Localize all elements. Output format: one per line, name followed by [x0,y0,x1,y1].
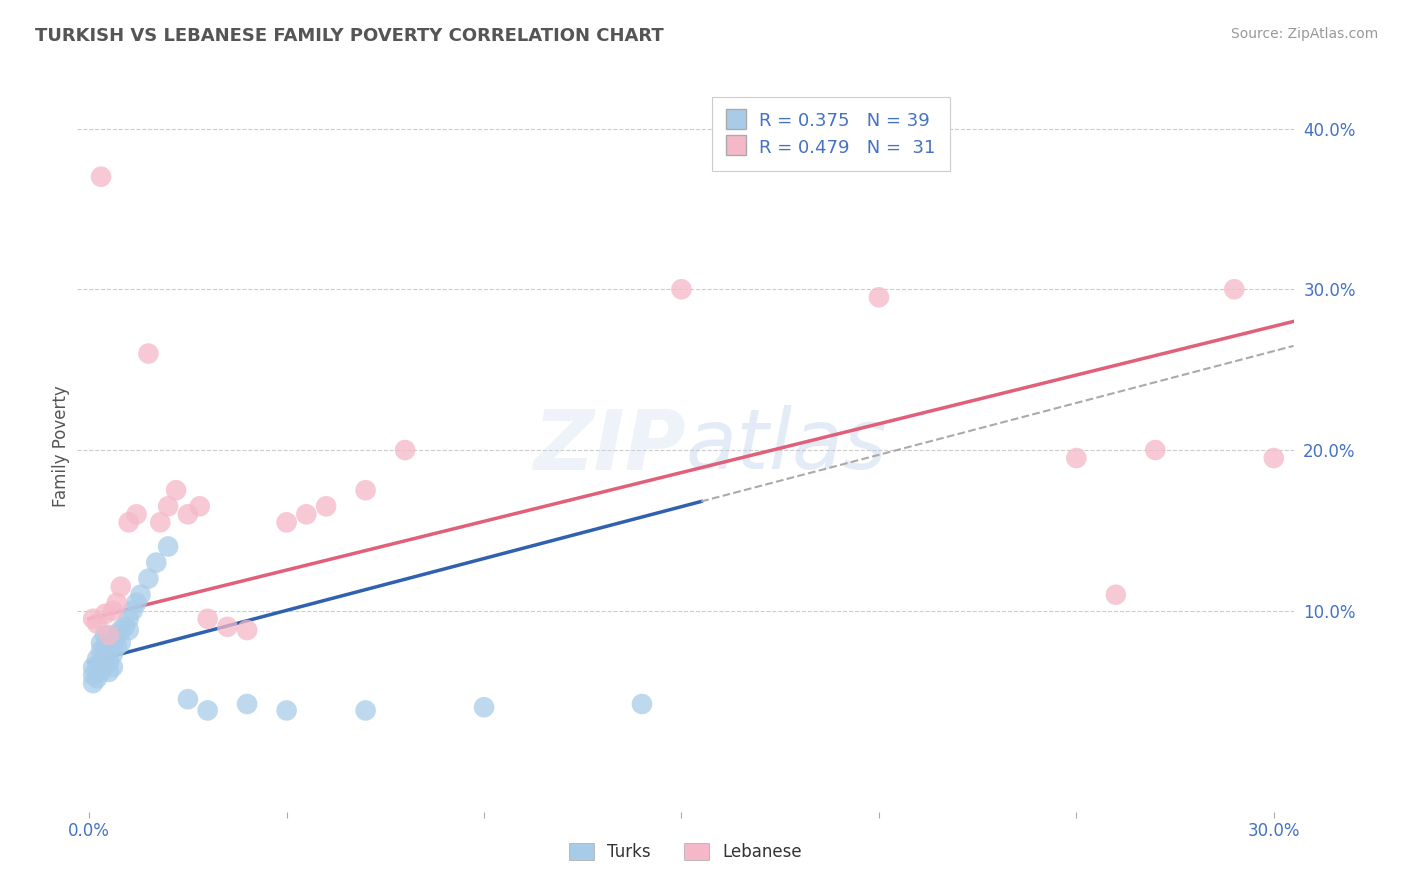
Point [101,647,124,661]
Point [236,697,259,711]
Point [82,612,104,626]
Point [105,628,128,642]
Point [217,620,239,634]
Text: atlas: atlas [686,406,887,486]
Point [101,604,124,618]
Point [1263,451,1285,466]
Point [94,607,117,621]
Point [86,616,108,631]
Point [90,636,112,650]
Point [94,628,117,642]
Point [118,612,141,626]
Point [90,655,112,669]
Point [165,483,187,498]
Point [94,639,117,653]
Point [276,516,298,530]
Point [110,636,132,650]
Point [1105,588,1128,602]
Point [354,703,377,717]
Point [177,692,200,706]
Point [177,508,200,522]
Point [82,676,104,690]
Point [118,516,141,530]
Point [671,282,693,296]
Point [145,556,167,570]
Point [276,703,298,717]
Point [1066,451,1088,466]
Point [110,623,132,637]
Point [197,612,219,626]
Point [354,483,377,498]
Y-axis label: Family Poverty: Family Poverty [52,385,70,507]
Point [82,660,104,674]
Point [394,443,416,458]
Point [868,290,890,304]
Point [149,516,172,530]
Point [188,500,211,514]
Point [97,665,120,679]
Text: ZIP: ZIP [533,406,686,486]
Point [236,623,259,637]
Point [1144,443,1167,458]
Text: TURKISH VS LEBANESE FAMILY POVERTY CORRELATION CHART: TURKISH VS LEBANESE FAMILY POVERTY CORRE… [35,27,664,45]
Point [631,697,654,711]
Point [105,596,128,610]
Point [157,500,180,514]
Point [315,500,337,514]
Point [472,700,495,714]
Point [138,346,160,360]
Point [114,620,136,634]
Point [97,628,120,642]
Point [90,665,112,679]
Point [86,652,108,666]
Point [86,660,108,674]
Point [101,660,124,674]
Point [125,508,148,522]
Point [129,588,152,602]
Point [94,648,117,663]
Point [118,623,141,637]
Point [197,703,219,717]
Point [125,596,148,610]
Point [157,540,180,554]
Point [90,644,112,658]
Point [82,668,104,682]
Legend: Turks, Lebanese: Turks, Lebanese [561,834,810,869]
Point [295,508,318,522]
Point [121,604,143,618]
Point [86,671,108,685]
Point [110,580,132,594]
Point [97,655,120,669]
Point [90,169,112,184]
Point [1223,282,1246,296]
Text: Source: ZipAtlas.com: Source: ZipAtlas.com [1230,27,1378,41]
Point [138,572,160,586]
Point [105,639,128,653]
Point [97,644,120,658]
Point [101,636,124,650]
